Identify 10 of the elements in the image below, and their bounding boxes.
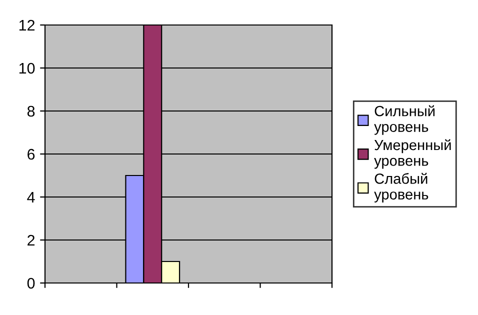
y-tick-label: 8 xyxy=(27,106,35,117)
y-tick-label: 2 xyxy=(28,234,35,246)
y-tick-label: 12 xyxy=(19,20,35,31)
y-tick-label: 10 xyxy=(19,62,35,74)
legend-label: Слабый уровень xyxy=(374,172,428,202)
y-tick-label: 6 xyxy=(28,148,35,160)
legend-label: Умеренный уровень xyxy=(374,139,451,169)
y-tick-label: 4 xyxy=(27,192,35,203)
y-tick-label: 0 xyxy=(27,278,35,289)
legend-label: Сильный уровень xyxy=(374,105,435,135)
